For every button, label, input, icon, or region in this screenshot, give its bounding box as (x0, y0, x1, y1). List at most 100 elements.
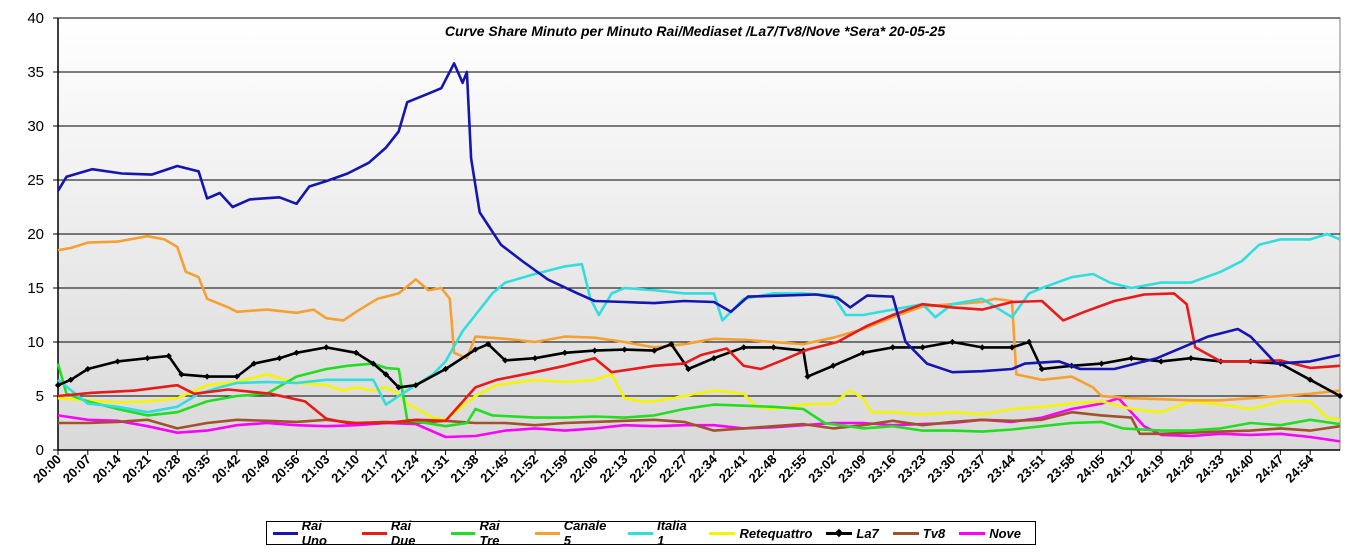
x-tick-label: 20:07 (60, 452, 94, 486)
series-point-la7 (395, 384, 402, 391)
x-tick-label: 24:40 (1223, 452, 1257, 486)
y-tick-label: 15 (27, 280, 44, 297)
legend-label: Retequattro (739, 525, 813, 541)
x-tick-label: 22:27 (656, 452, 690, 486)
x-tick-label: 23:02 (805, 452, 839, 486)
legend-item: La7 (826, 525, 879, 541)
x-tick-label: 24:54 (1282, 451, 1317, 486)
series-point-la7 (370, 360, 377, 367)
x-tick-label: 20:28 (149, 452, 183, 486)
x-tick-label: 21:45 (477, 452, 511, 486)
legend-item: Tv8 (892, 525, 946, 541)
x-tick-label: 21:24 (388, 451, 423, 486)
series-line-rai-uno (56, 62, 1341, 374)
y-tick-label: 0 (36, 442, 44, 459)
series-point-la7 (1336, 392, 1344, 400)
legend-swatch (959, 531, 986, 535)
series-point-la7 (1158, 358, 1165, 365)
y-tick-label: 5 (36, 388, 44, 405)
series-line-italia-1 (57, 232, 1341, 414)
legend-item: Nove (959, 526, 1021, 541)
x-tick-label: 24:05 (1073, 452, 1107, 486)
legend-swatch (628, 531, 654, 535)
x-tick-label: 20:42 (209, 452, 243, 486)
x-tick-label: 24:19 (1133, 452, 1167, 486)
series-point-la7 (323, 344, 330, 351)
series-point-la7 (250, 360, 258, 367)
x-tick-label: 23:23 (895, 452, 929, 486)
x-tick-label: 23:16 (865, 452, 899, 486)
series-point-la7 (1098, 360, 1105, 367)
series-point-la7 (502, 357, 509, 364)
series-point-la7 (165, 352, 172, 360)
x-tick-label: 23:58 (1044, 452, 1078, 486)
legend-item: Rai Tre (450, 518, 521, 548)
legend-item: Retequattro (709, 526, 812, 541)
x-tick-label: 21:03 (298, 452, 332, 486)
legend: Rai Uno Rai Due Rai Tre Canale 5 Italia 1 Ret… (266, 518, 1036, 548)
series-line-retequattro (57, 373, 1341, 422)
x-tick-label: 23:51 (1014, 452, 1048, 486)
y-tick-label: 10 (27, 334, 44, 351)
legend-label: Nove (989, 525, 1021, 541)
x-tick-label: 22:20 (626, 452, 660, 486)
legend-label: Tv8 (922, 525, 946, 541)
series-point-la7 (233, 373, 240, 380)
x-tick-label: 23:30 (924, 452, 958, 486)
legend-swatch (450, 531, 476, 535)
x-tick-label: 21:52 (507, 452, 541, 486)
legend-swatch (892, 531, 919, 535)
legend-label: Rai Due (390, 518, 416, 548)
legend-label: La7 (856, 525, 879, 541)
series-line-rai-due (57, 292, 1341, 425)
x-tick-label: 23:37 (954, 452, 988, 486)
x-tick-label: 24:12 (1103, 452, 1137, 486)
legend-swatch (535, 531, 560, 535)
legend-swatch (826, 528, 853, 537)
x-tick-label: 24:33 (1193, 452, 1227, 486)
x-tick-label: 20:49 (239, 452, 273, 486)
x-tick-label: 24:26 (1163, 452, 1197, 486)
legend-item: Rai Due (362, 518, 437, 548)
y-tick-label: 40 (27, 10, 44, 27)
x-tick-label: 22:41 (716, 452, 750, 486)
legend-swatch (273, 531, 298, 535)
series-point-la7 (1025, 338, 1033, 346)
series-point-la7 (1008, 344, 1016, 351)
series-point-la7 (561, 349, 568, 356)
series-point-la7 (859, 349, 867, 356)
x-tick-label: 21:31 (418, 452, 452, 486)
series-point-la7 (412, 382, 419, 389)
series-point-la7 (276, 355, 283, 362)
y-tick-label: 25 (27, 172, 44, 189)
legend-label: Canale 5 (563, 518, 607, 548)
legend-label: Rai Tre (479, 518, 500, 548)
x-tick-label: 22:55 (775, 452, 809, 486)
legend-item: Rai Uno (273, 518, 348, 548)
x-tick-label: 21:38 (447, 452, 481, 486)
series-point-la7 (889, 344, 896, 351)
x-tick-label: 22:48 (746, 452, 780, 486)
x-tick-label: 20:14 (90, 451, 125, 486)
y-tick-label: 20 (27, 226, 44, 243)
series-line-canale-5 (57, 234, 1341, 402)
legend-item: Italia 1 (628, 518, 695, 548)
x-tick-label: 23:09 (835, 452, 869, 486)
series-point-la7 (442, 365, 449, 373)
series-point-la7 (919, 344, 926, 351)
series-point-la7 (382, 371, 390, 378)
x-tick-label: 22:13 (596, 452, 630, 486)
series-point-la7 (979, 344, 986, 351)
series-point-la7 (472, 346, 479, 353)
x-tick-label: 22:06 (567, 452, 601, 486)
x-tick-label: 24:47 (1252, 452, 1286, 486)
legend-item: Canale 5 (535, 518, 614, 548)
y-tick-label: 30 (27, 118, 44, 135)
x-tick-label: 23:44 (984, 451, 1019, 486)
series-point-la7 (293, 349, 300, 356)
legend-marker (835, 528, 844, 537)
series-point-la7 (1038, 365, 1045, 373)
legend-swatch (709, 531, 736, 535)
